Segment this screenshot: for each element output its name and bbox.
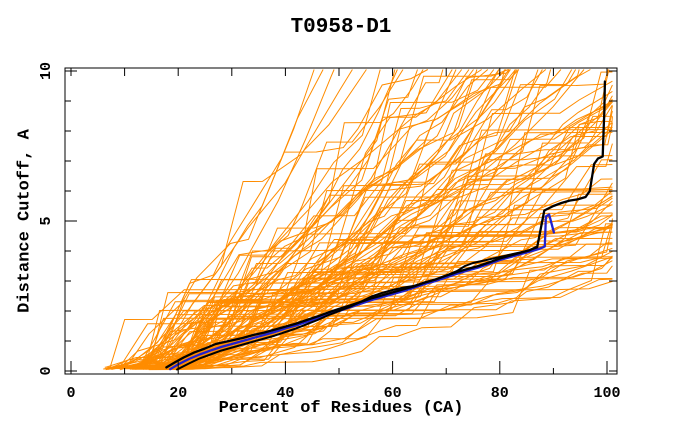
y-axis-label: Distance Cutoff, A xyxy=(15,129,35,313)
tick-labels: 0 20 40 60 80 100 0 5 10 xyxy=(38,62,621,402)
y-tick-label: 0 xyxy=(38,366,55,375)
x-tick-label: 0 xyxy=(66,385,75,402)
x-axis-label: Percent of Residues (CA) xyxy=(218,399,464,418)
curves-layer xyxy=(103,69,613,371)
y-tick-label: 10 xyxy=(38,62,55,80)
x-tick-label: 80 xyxy=(491,385,509,402)
x-tick-label: 60 xyxy=(384,385,402,402)
y-tick-label: 5 xyxy=(38,216,55,225)
ensemble-curves xyxy=(103,69,613,371)
x-tick-label: 100 xyxy=(593,385,620,402)
chart-title: T0958-D1 xyxy=(290,16,392,39)
x-tick-label: 40 xyxy=(276,385,294,402)
x-tick-label: 20 xyxy=(169,385,187,402)
model-blue-curve xyxy=(169,213,556,371)
axis-ticks xyxy=(65,68,617,374)
model-black-primary-curve xyxy=(165,80,607,369)
